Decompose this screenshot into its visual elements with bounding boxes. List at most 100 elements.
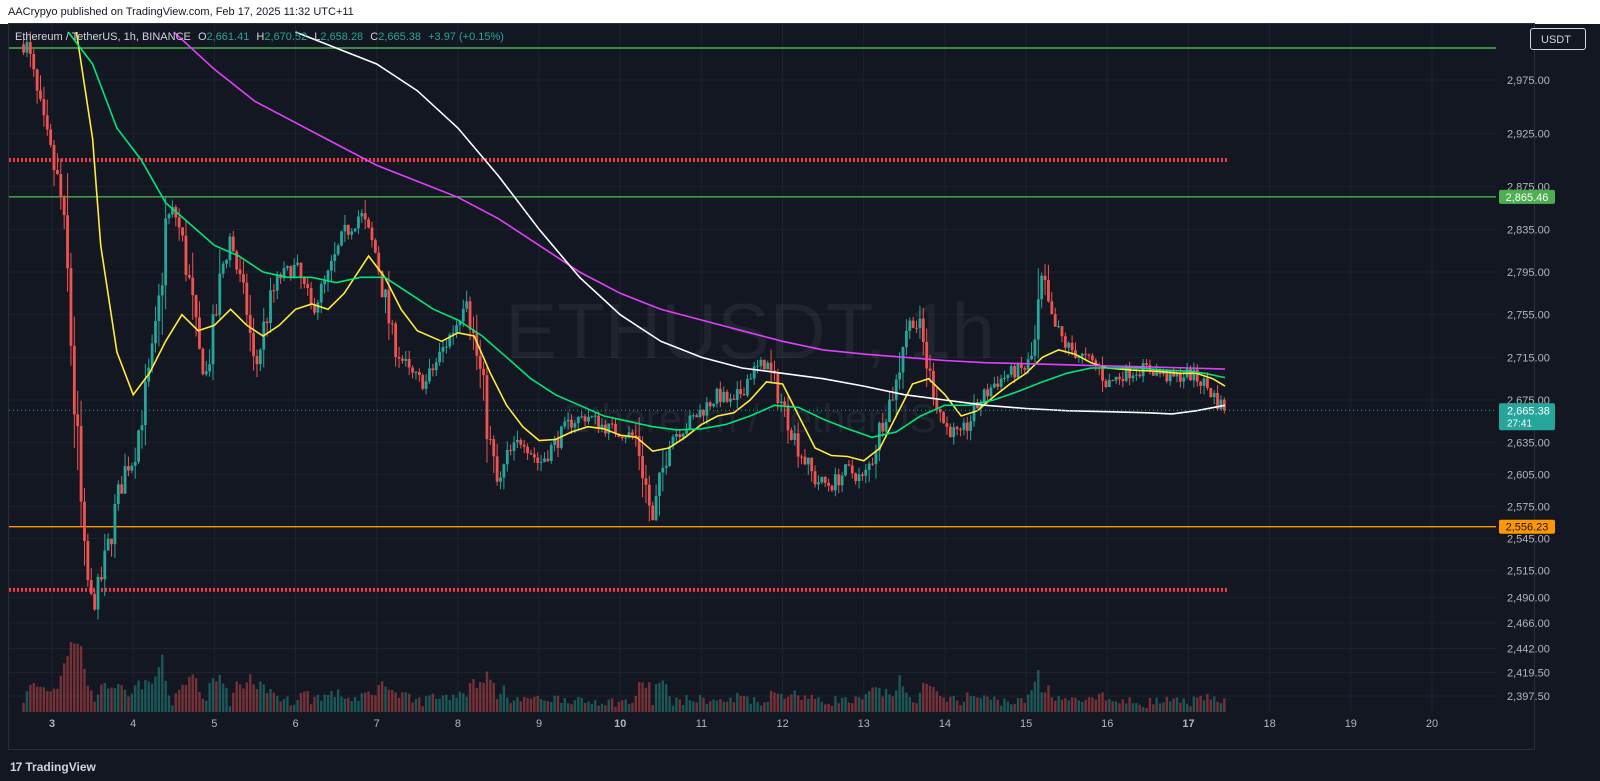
volume-bar [1094, 699, 1097, 712]
volume-bar [955, 700, 959, 712]
candle-body [472, 329, 475, 333]
candle-body [116, 484, 120, 505]
candle-body [1003, 377, 1006, 379]
symbol-name[interactable]: Ethereum / TetherUS, 1h, BINANCE [15, 31, 191, 43]
candle-body [536, 457, 540, 463]
price-axis[interactable]: 2,397.50 2,419.50 2,442.00 2,466.00 2,490.00… [1496, 24, 1550, 712]
volume-bar [215, 681, 218, 712]
candle-body [181, 227, 184, 236]
volume-bar [387, 689, 391, 712]
candle-body [512, 442, 516, 451]
volume-bar [401, 692, 404, 712]
price-tick-label: 2,419.50 [1507, 668, 1550, 680]
volume-bar [1070, 697, 1074, 712]
candle-body [894, 379, 898, 400]
volume-bar [989, 699, 993, 712]
volume-bar [1047, 685, 1050, 712]
volume-bar [1026, 694, 1030, 712]
level-price-text: 2,556.23 [1506, 522, 1549, 534]
candle-body [898, 372, 902, 380]
volume-bar [56, 688, 59, 712]
volume-bar [90, 690, 93, 712]
volume-bar [276, 695, 279, 712]
volume-bar [424, 696, 428, 712]
currency-button[interactable]: USDT [1530, 28, 1586, 50]
candle-body [509, 450, 513, 452]
tradingview-logo[interactable]: 17 TradingView [10, 760, 96, 774]
tradingview-logo-icon: 17 [10, 760, 22, 774]
volume-bar [1135, 703, 1138, 712]
candle-body [1047, 280, 1050, 302]
publisher-bar: AACrypyo published on TradingView.com, F… [0, 0, 1600, 24]
volume-bar [282, 698, 286, 712]
candle-body [556, 438, 560, 448]
volume-bar [309, 704, 313, 712]
volume-bar [698, 695, 702, 712]
volume-bar [364, 692, 367, 712]
volume-bar [255, 689, 259, 712]
volume-bar [1141, 706, 1145, 712]
candle-body [292, 264, 296, 278]
volume-bar [208, 682, 211, 712]
candle-body [83, 501, 86, 541]
watermark-description: Ethereum / TetherUS [564, 397, 937, 441]
candle-body [120, 484, 124, 494]
volume-bar [66, 655, 69, 712]
volume-bar [1084, 699, 1087, 712]
candle-body [1199, 381, 1203, 386]
volume-bar [790, 694, 793, 712]
volume-bar [851, 703, 854, 712]
candle-body [384, 289, 387, 298]
volume-bar [976, 697, 979, 712]
volume-bar [1067, 700, 1070, 712]
volume-bar [489, 679, 492, 712]
candle-body [296, 262, 299, 265]
volume-bar [712, 699, 715, 712]
price-tick-label: 2,755.00 [1507, 310, 1550, 322]
volume-bar [573, 700, 577, 712]
candle-body [221, 263, 225, 274]
candle-body [350, 231, 354, 235]
volume-bar [49, 691, 52, 712]
candle-body [478, 355, 482, 369]
volume-bar [1206, 693, 1209, 712]
volume-bar [932, 687, 935, 712]
candle-body [820, 476, 824, 483]
date-tick-label: 16 [1101, 718, 1113, 730]
candles [22, 31, 1226, 620]
candle-body [231, 236, 235, 252]
candle-body [962, 422, 966, 430]
volume-bar [827, 703, 830, 712]
grid [9, 24, 1496, 712]
candle-body [461, 308, 465, 322]
volume-bar [1223, 698, 1226, 712]
candle-body [380, 271, 384, 298]
volume-bar [972, 696, 976, 712]
candle-body [377, 252, 381, 272]
volume-bar [1114, 701, 1118, 712]
date-tick-label: 20 [1426, 718, 1438, 730]
candle-body [201, 348, 205, 375]
time-axis[interactable]: 3 4 5 6 7 8 9 10 11 12 13 14 15 16 17 18 19 20 [49, 718, 1438, 730]
candle-body [627, 432, 631, 438]
volume-bar [539, 698, 543, 712]
candle-body [225, 260, 228, 264]
volume-bar [421, 706, 424, 712]
volume-bar [201, 698, 205, 712]
candle-body [397, 356, 401, 359]
volume-bar [644, 687, 648, 712]
volume-bar [451, 694, 455, 712]
candle-body [1134, 374, 1138, 376]
volume-bar [878, 687, 881, 712]
volume-bar [996, 699, 999, 712]
volume-bar [908, 697, 911, 712]
candle-body [1178, 373, 1182, 382]
candle-body [1138, 374, 1142, 377]
volume-bar [925, 683, 928, 712]
candle-body [475, 332, 479, 356]
candle-body [458, 321, 462, 326]
volume-bar [242, 688, 245, 712]
volume-bar [594, 700, 597, 712]
volume-bar [675, 697, 678, 712]
